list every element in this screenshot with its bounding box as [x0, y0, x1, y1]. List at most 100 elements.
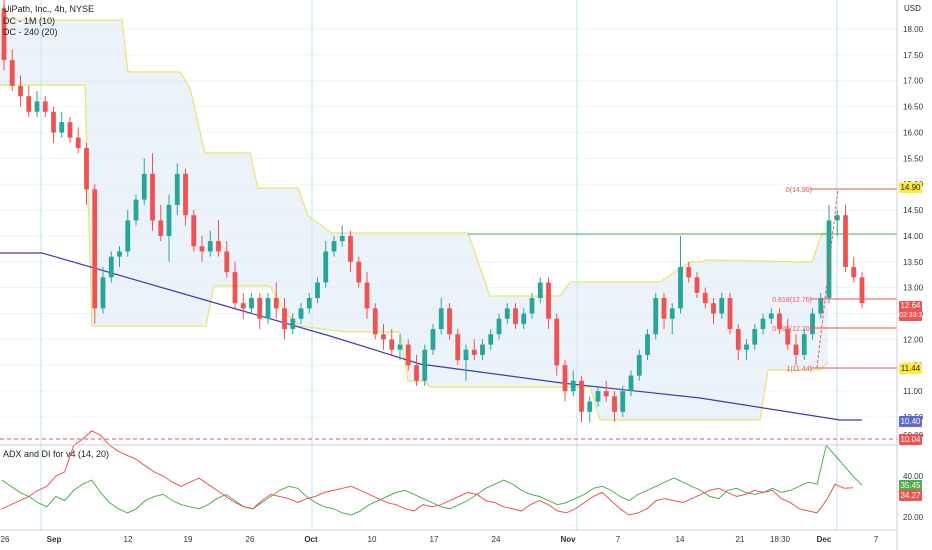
time-axis[interactable]: 26 Sep 12 19 26 Oct 10 17 24 Nov 7 14 21 18:30 Dec 7: [1, 535, 879, 544]
candle-body: [851, 266, 857, 278]
indicator-dc2-label[interactable]: DC - 240 (20): [3, 27, 58, 37]
candle: [694, 272, 700, 299]
candle: [719, 292, 725, 319]
candle-body: [504, 308, 510, 319]
time-tick-label: 17: [430, 535, 439, 544]
candle: [810, 308, 815, 340]
time-tick-label: 19: [184, 535, 193, 544]
candle: [348, 230, 353, 273]
price-tick-label: 14.50: [903, 206, 924, 215]
fib-diagonal: [816, 188, 839, 369]
candle: [389, 329, 395, 355]
candle: [727, 292, 733, 335]
bar-countdown: 02:33:24: [899, 311, 927, 319]
time-tick-label: 21: [736, 535, 745, 544]
candle: [653, 292, 659, 340]
price-tick-label: 17.00: [903, 77, 924, 86]
candle-body: [801, 334, 807, 355]
price-tag-top-fib: 14.90: [899, 182, 922, 193]
candle: [150, 153, 155, 231]
candle-body: [587, 401, 593, 412]
candles[interactable]: [1, 0, 865, 423]
candle: [752, 323, 758, 350]
fib-level-label: 0.786(12.20): [772, 326, 812, 333]
candle: [133, 194, 139, 226]
candle: [620, 385, 626, 417]
candle: [141, 158, 147, 205]
candle-body: [18, 85, 23, 97]
candle-body: [463, 349, 469, 361]
time-tick-label: 7: [874, 535, 879, 544]
candle-body: [422, 349, 428, 381]
candle: [496, 313, 502, 340]
candle: [480, 339, 485, 361]
candle-body: [1, 8, 7, 61]
candle-body: [727, 298, 733, 330]
candle: [636, 349, 642, 381]
candle: [562, 360, 568, 402]
candle-body: [265, 298, 271, 319]
candle-body: [282, 308, 287, 330]
candle: [628, 370, 634, 397]
candle: [570, 370, 576, 397]
candle: [166, 194, 172, 262]
candle-body: [257, 298, 263, 319]
candle: [826, 204, 832, 304]
price-tick-label: 16.00: [903, 128, 924, 137]
adx-tag-red: 34.27: [899, 490, 922, 501]
indicator-dc1-label[interactable]: DC - 1M (10): [3, 16, 56, 26]
candle-body: [719, 298, 725, 314]
candle: [661, 292, 667, 330]
candle-body: [471, 349, 477, 355]
candle: [306, 292, 312, 314]
candle: [859, 272, 865, 309]
candle: [678, 235, 683, 314]
candle-body: [323, 251, 329, 283]
candle-body: [290, 318, 296, 330]
candle: [372, 303, 378, 340]
candle-body: [174, 173, 180, 205]
candle: [356, 256, 362, 288]
candle-body: [232, 272, 238, 304]
candle-body: [75, 137, 81, 148]
candle-body: [653, 298, 659, 335]
candle: [595, 385, 601, 407]
horizontal-price-lines: [0, 233, 897, 440]
fib-retracement[interactable]: 0(14.90) 0.618(12.76) 0.786(12.20) 1(11.44): [772, 187, 897, 373]
candle-body: [570, 380, 576, 392]
candle: [158, 204, 164, 242]
adx-tag-green: 35.45: [899, 480, 922, 491]
indicator-adx-label[interactable]: ADX and DI for v4 (14, 20): [3, 449, 110, 459]
time-tick-label: 10: [368, 535, 377, 544]
candle: [9, 49, 15, 92]
candle-body: [67, 122, 73, 138]
candle-body: [389, 339, 395, 350]
candle-body: [711, 303, 716, 314]
candle: [339, 225, 345, 247]
candle-body: [191, 215, 197, 247]
candle: [686, 261, 692, 283]
candle-body: [818, 298, 824, 314]
candle: [397, 334, 403, 361]
candle: [298, 303, 304, 324]
candle: [521, 308, 527, 330]
price-tick-label: 17.50: [903, 51, 924, 60]
candle-body: [141, 173, 147, 200]
candle-body: [108, 256, 114, 278]
candle-body: [686, 266, 692, 278]
candle: [744, 339, 749, 361]
candle-body: [315, 282, 320, 299]
candle: [447, 303, 452, 340]
candle-body: [537, 282, 543, 299]
candle: [26, 85, 32, 117]
candle-body: [273, 298, 279, 309]
candle-body: [249, 298, 254, 309]
donchian-channel: [0, 19, 829, 421]
candle-body: [521, 313, 527, 324]
candle-body: [199, 246, 205, 252]
symbol-title[interactable]: UiPath, Inc., 4h, NYSE: [3, 4, 95, 14]
candle-body: [59, 122, 65, 133]
candle: [529, 292, 535, 319]
candle-body: [117, 251, 122, 257]
